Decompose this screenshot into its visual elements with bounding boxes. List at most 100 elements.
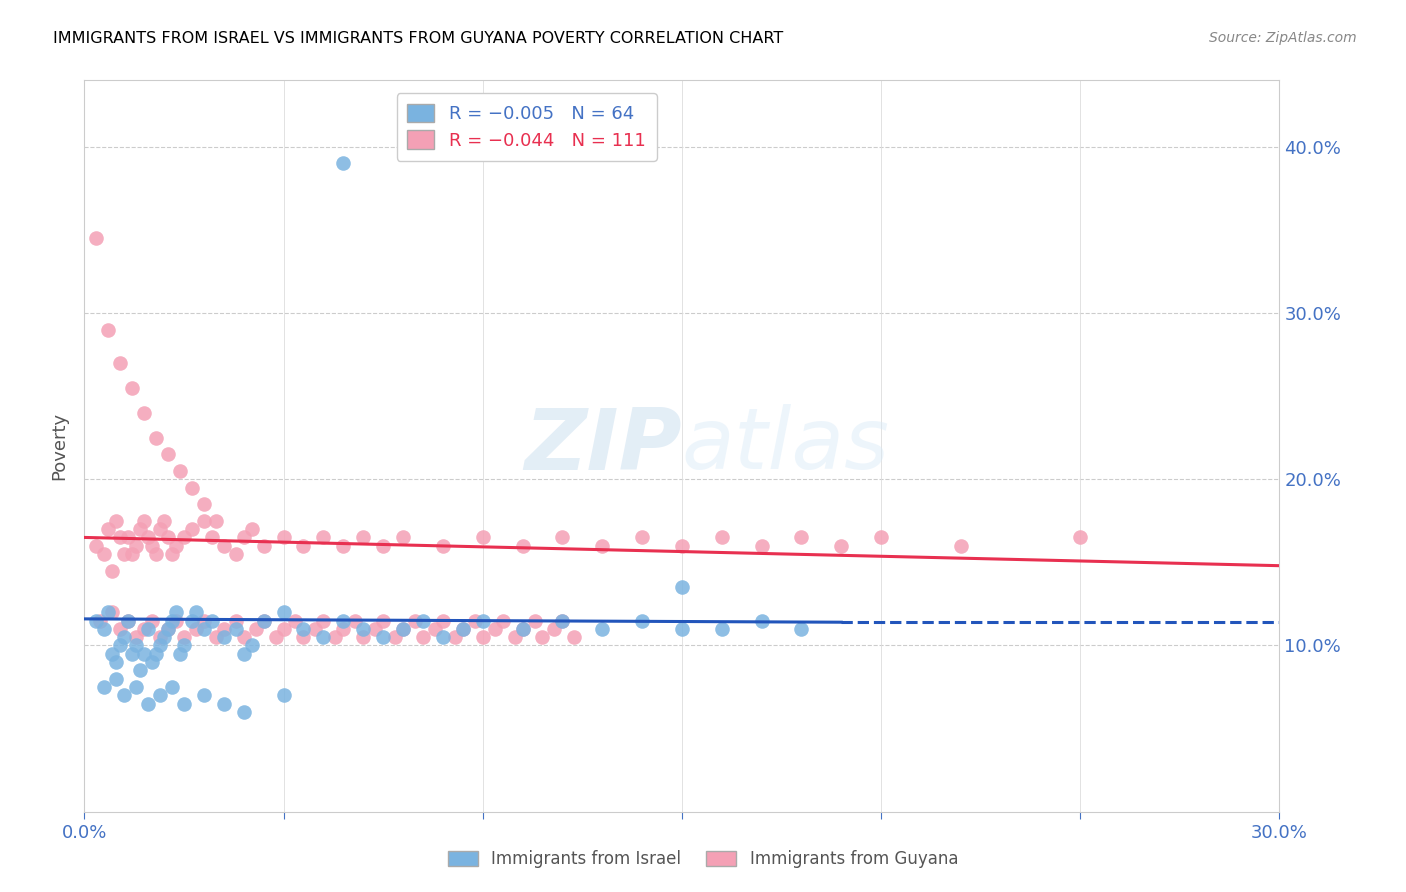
Point (312, 630, 335, 644)
Point (165, 614, 187, 628)
Point (451, 622, 474, 636)
Point (125, 680, 148, 694)
Point (392, 622, 415, 636)
Point (157, 530, 180, 544)
Point (117, 530, 139, 544)
Legend: R = −0.005   N = 64, R = −0.044   N = 111: R = −0.005 N = 64, R = −0.044 N = 111 (396, 93, 657, 161)
Point (751, 614, 773, 628)
Point (551, 614, 574, 628)
Point (312, 530, 335, 544)
Point (273, 530, 295, 544)
Point (292, 539, 315, 553)
Point (671, 539, 693, 553)
Point (86, 539, 108, 553)
Point (212, 630, 235, 644)
Point (232, 647, 254, 661)
Point (110, 639, 132, 653)
Y-axis label: Poverty: Poverty (51, 412, 69, 480)
Point (97, 323, 120, 337)
Point (212, 622, 235, 636)
Point (543, 622, 565, 636)
Point (232, 630, 254, 644)
Point (273, 689, 295, 703)
Point (193, 514, 215, 528)
Point (184, 622, 207, 636)
Point (245, 622, 267, 636)
Point (384, 630, 406, 644)
Point (273, 605, 295, 619)
Point (503, 630, 526, 644)
Text: atlas: atlas (682, 404, 890, 488)
Point (121, 547, 143, 561)
Point (631, 530, 654, 544)
Point (101, 605, 124, 619)
Point (949, 539, 972, 553)
Point (352, 530, 374, 544)
Point (432, 539, 454, 553)
Point (444, 630, 467, 644)
Point (404, 614, 426, 628)
Point (136, 622, 159, 636)
Point (451, 622, 474, 636)
Point (292, 622, 315, 636)
Point (751, 539, 773, 553)
Point (551, 530, 574, 544)
Point (193, 497, 215, 511)
Point (412, 614, 434, 628)
Point (117, 614, 139, 628)
Point (471, 614, 494, 628)
Point (149, 522, 172, 536)
Point (332, 539, 354, 553)
Point (591, 539, 613, 553)
Point (97, 605, 120, 619)
Point (492, 614, 515, 628)
Point (157, 622, 180, 636)
Point (253, 614, 276, 628)
Point (125, 630, 148, 644)
Point (273, 622, 295, 636)
Point (332, 614, 354, 628)
Point (484, 622, 506, 636)
Point (240, 639, 263, 653)
Point (141, 655, 163, 669)
Point (364, 622, 387, 636)
Point (225, 622, 247, 636)
Point (181, 481, 204, 495)
Point (671, 622, 693, 636)
Point (93, 680, 115, 694)
Point (471, 630, 494, 644)
Text: ZIP: ZIP (524, 404, 682, 488)
Point (564, 630, 586, 644)
Point (132, 514, 156, 528)
Point (830, 539, 852, 553)
Point (205, 630, 228, 644)
Point (105, 655, 128, 669)
Point (392, 530, 415, 544)
Point (110, 530, 132, 544)
Point (160, 547, 183, 561)
Point (181, 614, 204, 628)
Point (165, 605, 187, 619)
Point (790, 530, 813, 544)
Point (110, 356, 132, 370)
Point (392, 622, 415, 636)
Point (149, 639, 172, 653)
Point (153, 514, 176, 528)
Point (373, 630, 395, 644)
Point (325, 630, 347, 644)
Point (631, 614, 654, 628)
Point (332, 156, 354, 170)
Point (173, 530, 195, 544)
Point (373, 614, 395, 628)
Point (125, 539, 148, 553)
Point (201, 614, 224, 628)
Point (193, 614, 215, 628)
Point (86, 231, 108, 245)
Point (412, 630, 434, 644)
Point (141, 539, 163, 553)
Point (232, 705, 254, 719)
Point (253, 539, 276, 553)
Point (145, 647, 167, 661)
Point (344, 614, 367, 628)
Point (181, 522, 204, 536)
